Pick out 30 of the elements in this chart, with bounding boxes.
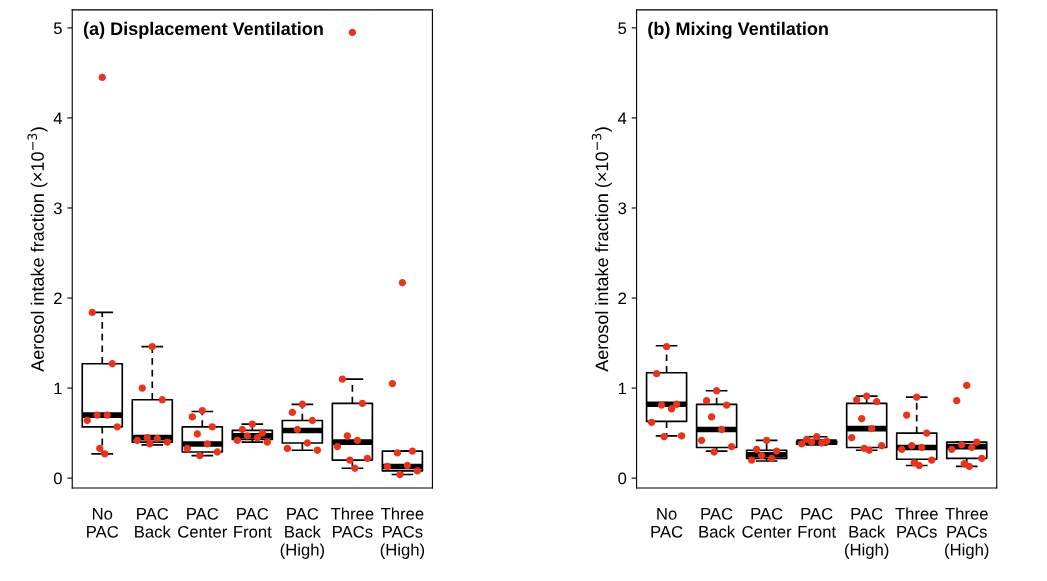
x-tick-label: Three PACs (High)	[380, 507, 425, 559]
y-axis-title: Aerosol intake fraction (×10$^{−3}$)	[27, 127, 48, 372]
x-tick-label: Three PACs	[895, 507, 938, 538]
y-tick-label: 0	[618, 472, 627, 485]
x-tick-label: No PAC	[87, 508, 119, 538]
x-tick-label: PAC Back (High)	[845, 507, 889, 559]
y-tick-label: 3	[53, 202, 62, 215]
y-tick-label: 4	[53, 112, 63, 124]
x-tick-label: No PAC	[651, 508, 683, 538]
text: (b) Mixing Ventilation	[648, 21, 828, 39]
x-tick-label: PAC Back (High)	[280, 507, 325, 559]
y-tick-label: 4	[617, 112, 627, 124]
x-tick-label: PAC Center	[178, 507, 228, 538]
x-tick-label: Three PACs (High)	[945, 507, 989, 559]
y-tick-label: 1	[54, 382, 62, 395]
text: (a) Displacement Ventilation	[83, 21, 323, 39]
x-tick-label: PAC Front	[798, 507, 836, 538]
x-tick-label: PAC Back	[699, 507, 736, 538]
y-tick-label: 5	[53, 22, 62, 35]
x-tick-label: PAC Back	[135, 507, 171, 538]
y-tick-label: 0	[53, 472, 62, 485]
y-tick-label: 2	[618, 292, 627, 305]
x-tick-label: Three PACs	[330, 507, 374, 538]
y-axis-title: Aerosol intake fraction (×10$^{−3}$)	[591, 127, 612, 372]
y-tick-label: 5	[618, 22, 627, 35]
y-tick-label: 1	[618, 382, 627, 395]
y-tick-label: 2	[54, 292, 62, 305]
y-tick-label: 3	[618, 202, 627, 215]
x-tick-label: PAC Front	[234, 507, 272, 538]
x-tick-label: PAC Center	[742, 507, 792, 538]
